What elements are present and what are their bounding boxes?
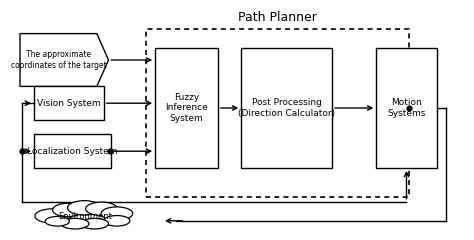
FancyBboxPatch shape: [376, 48, 437, 168]
Text: Environment: Environment: [58, 212, 112, 221]
FancyBboxPatch shape: [34, 134, 111, 168]
Text: Fuzzy
Inference
System: Fuzzy Inference System: [165, 93, 208, 123]
Text: The approximate
coordinates of the target: The approximate coordinates of the targe…: [10, 50, 106, 70]
Ellipse shape: [86, 202, 118, 216]
Ellipse shape: [35, 209, 70, 223]
Text: Motion
Systems: Motion Systems: [387, 98, 426, 118]
FancyBboxPatch shape: [241, 48, 332, 168]
Text: Post Processing
(Direction Calculator): Post Processing (Direction Calculator): [238, 98, 335, 118]
FancyBboxPatch shape: [155, 48, 218, 168]
Ellipse shape: [101, 207, 133, 220]
Text: Localization System: Localization System: [27, 147, 118, 156]
Ellipse shape: [104, 216, 130, 226]
FancyBboxPatch shape: [34, 86, 104, 120]
Ellipse shape: [61, 218, 89, 229]
Ellipse shape: [67, 201, 101, 215]
Ellipse shape: [53, 203, 82, 217]
Polygon shape: [20, 34, 109, 86]
Ellipse shape: [45, 216, 69, 226]
Text: Vision System: Vision System: [37, 99, 101, 108]
Ellipse shape: [81, 218, 109, 229]
Text: Path Planner: Path Planner: [238, 11, 317, 24]
